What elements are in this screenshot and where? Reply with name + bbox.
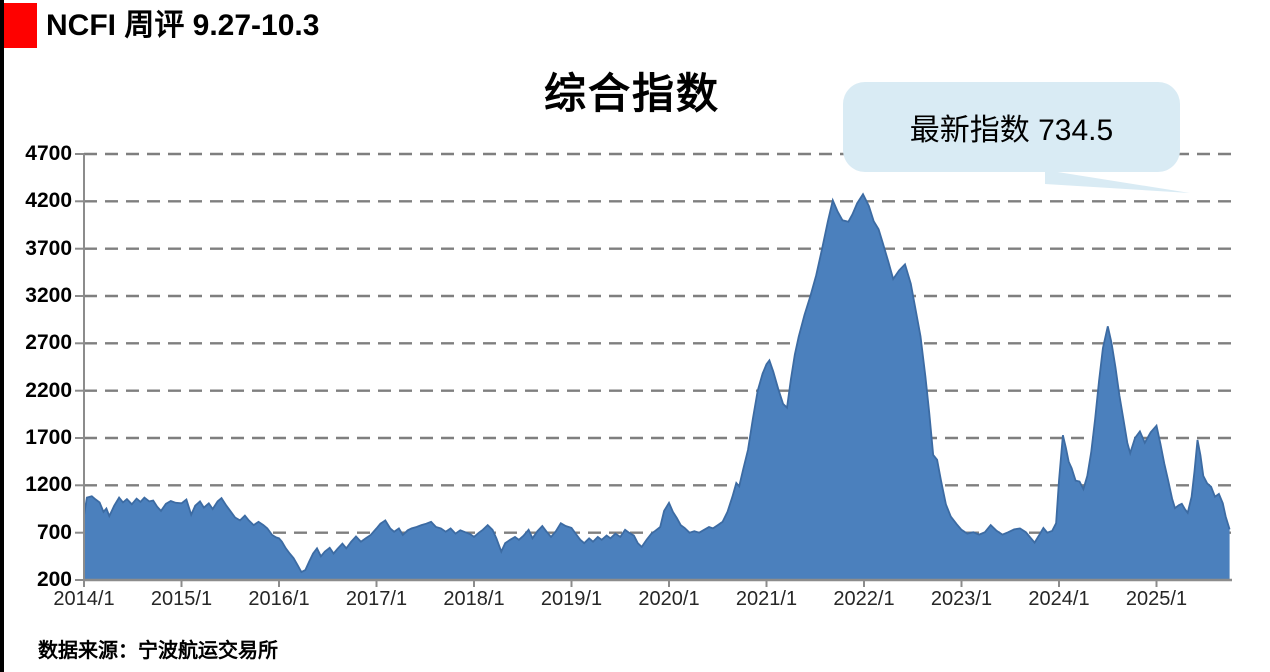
y-axis-label-2700: 2700 [25, 331, 72, 355]
callout-tail [1045, 170, 1190, 193]
y-axis-label-200: 200 [36, 568, 72, 591]
y-axis-label-4700: 4700 [25, 142, 72, 165]
y-axis-label-3200: 3200 [25, 284, 72, 307]
data-source: 数据来源：宁波航运交易所 [38, 640, 278, 662]
x-axis-label-2014/1: 2014/1 [53, 588, 115, 610]
left-edge-border [0, 0, 4, 672]
x-axis-label-2015/1: 2015/1 [150, 588, 213, 610]
x-axis-label-2023/1: 2023/1 [930, 588, 993, 610]
x-axis-label-2019/1: 2019/1 [540, 588, 603, 610]
x-axis-label-2025/1: 2025/1 [1125, 588, 1188, 610]
x-axis-label-2024/1: 2024/1 [1028, 588, 1090, 610]
latest-index-text: 最新指数 734.5 [909, 114, 1114, 147]
area-series [84, 194, 1230, 580]
page-title: NCFI 周评 9.27-10.3 [46, 9, 320, 42]
y-axis-label-4200: 4200 [25, 189, 72, 213]
x-axis-label-2017/1: 2017/1 [345, 588, 408, 610]
y-axis-label-3700: 3700 [25, 236, 72, 260]
y-axis-label-700: 700 [36, 520, 72, 544]
chart-title: 综合指数 [543, 70, 720, 117]
x-axis-label-2021/1: 2021/1 [735, 588, 798, 610]
red-square-icon [4, 3, 37, 48]
x-axis-label-2020/1: 2020/1 [638, 588, 700, 610]
x-axis-label-2022/1: 2022/1 [833, 588, 895, 610]
y-axis-label-2200: 2200 [25, 378, 72, 402]
latest-index-callout: 最新指数 734.5 [843, 82, 1180, 172]
y-axis-label-1700: 1700 [25, 426, 72, 449]
area-series-outline [83, 192, 1231, 574]
y-axis-label-1200: 1200 [25, 473, 72, 497]
x-axis-label-2016/1: 2016/1 [248, 588, 310, 610]
x-axis-label-2018/1: 2018/1 [443, 588, 505, 610]
